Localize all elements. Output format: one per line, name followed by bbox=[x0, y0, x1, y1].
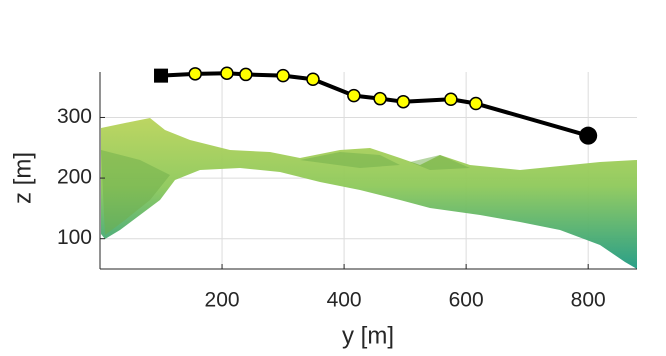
trajectory-line bbox=[160, 71, 589, 138]
waypoint-marker bbox=[444, 92, 458, 107]
waypoint-marker bbox=[373, 91, 387, 106]
terrain bbox=[101, 118, 637, 269]
waypoint-marker bbox=[276, 68, 290, 83]
waypoint-marker bbox=[188, 67, 202, 81]
waypoint-marker bbox=[396, 94, 411, 109]
x-tick-label: 800 bbox=[571, 289, 606, 312]
terrain-shade bbox=[101, 150, 470, 235]
x-tick-label: 200 bbox=[205, 289, 240, 312]
x-tick-label: 400 bbox=[327, 289, 362, 312]
waypoint-marker bbox=[469, 96, 483, 111]
end-marker bbox=[579, 126, 598, 145]
y-axis-label: z [m] bbox=[9, 152, 36, 204]
x-axis-label: y [m] bbox=[342, 322, 394, 349]
y-tick-label: 200 bbox=[57, 166, 92, 189]
x-tick-label: 600 bbox=[449, 289, 484, 312]
y-tick-label: 300 bbox=[57, 105, 92, 128]
waypoint-marker bbox=[220, 66, 234, 80]
start-marker bbox=[154, 68, 169, 83]
waypoint-marker bbox=[306, 72, 320, 87]
waypoint-marker bbox=[347, 88, 361, 103]
y-tick-label: 100 bbox=[57, 226, 92, 249]
waypoint-marker bbox=[239, 67, 253, 82]
